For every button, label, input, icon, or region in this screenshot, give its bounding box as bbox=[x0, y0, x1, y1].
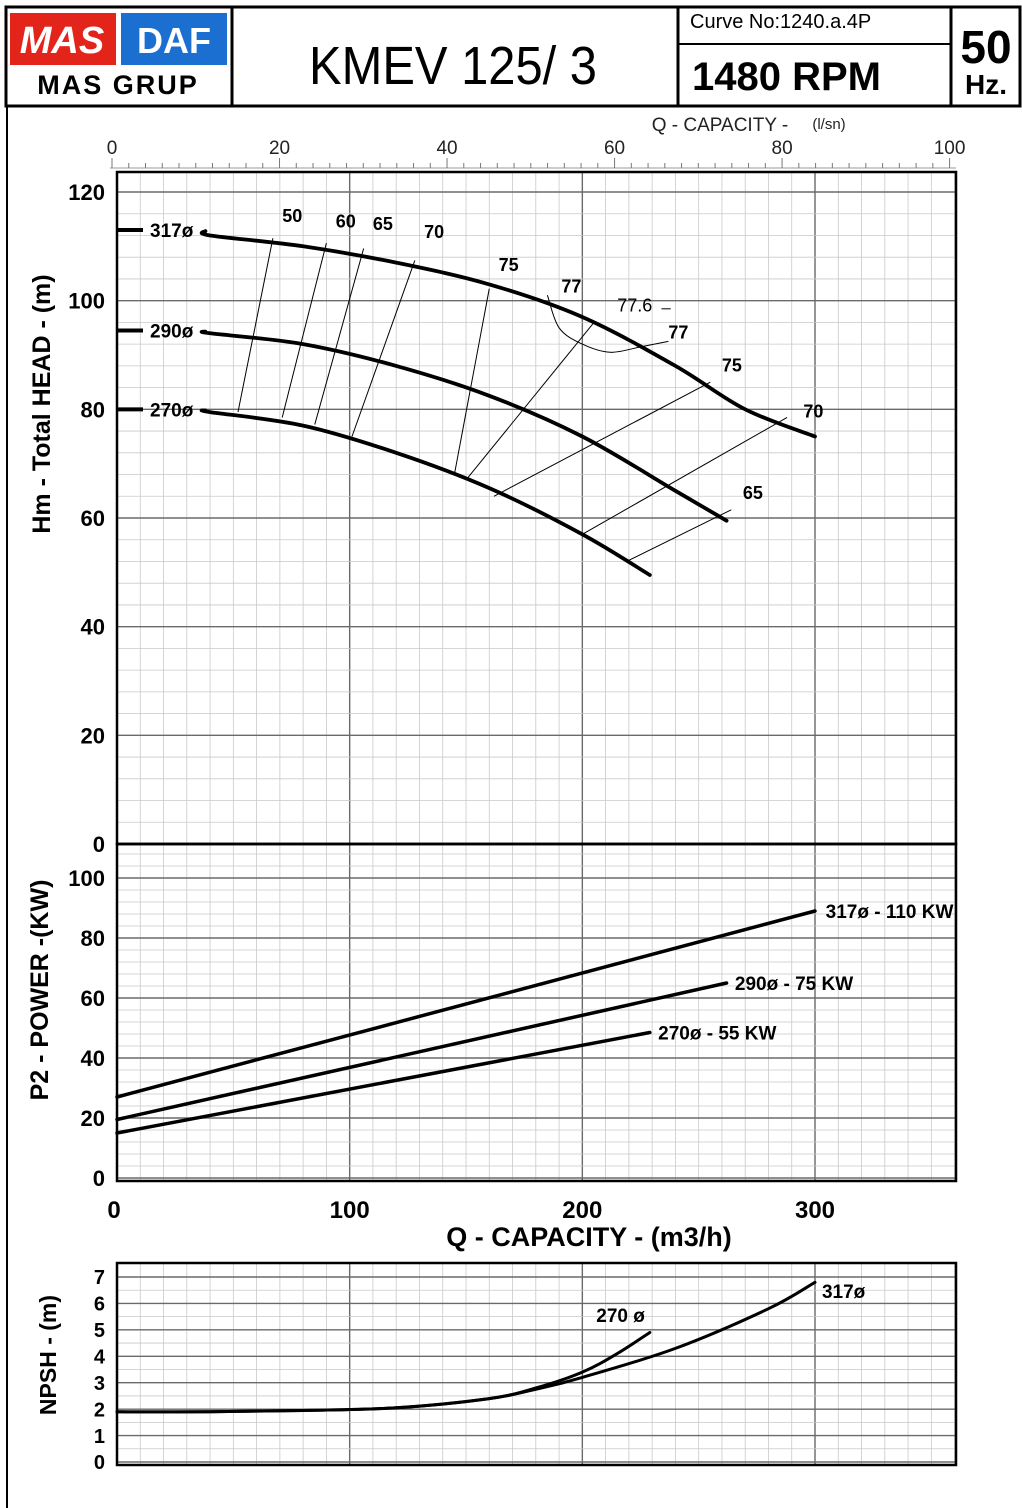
npsh-curve-label: 317ø bbox=[822, 1282, 866, 1303]
npsh-y-tick-label: 6 bbox=[94, 1294, 105, 1316]
efficiency-label: 65 bbox=[743, 483, 763, 503]
efficiency-peak-curve bbox=[546, 295, 669, 353]
efficiency-iso-line bbox=[582, 417, 788, 535]
power-y-tick-label: 100 bbox=[68, 866, 105, 891]
head-curve-label: 270ø bbox=[150, 400, 194, 421]
power-line-270 bbox=[115, 1030, 652, 1135]
top-axis-tick-label: 20 bbox=[269, 138, 290, 159]
efficiency-label: 75 bbox=[499, 255, 519, 275]
logo-blue-block bbox=[121, 13, 227, 65]
x-axis-title: Q - CAPACITY - (m3/h) bbox=[446, 1222, 732, 1252]
power-y-tick-label: 0 bbox=[93, 1166, 105, 1191]
logo-mas-text: MAS bbox=[20, 20, 104, 62]
head-y-tick-label: 120 bbox=[68, 180, 105, 205]
head-plot-frame bbox=[115, 170, 958, 846]
npsh-y-tick-label: 1 bbox=[94, 1426, 105, 1448]
efficiency-iso-line bbox=[465, 322, 595, 481]
curve-number: Curve No:1240.a.4P bbox=[690, 11, 871, 33]
power-line-label: 317ø - 110 KW bbox=[826, 902, 954, 923]
efficiency-label: 65 bbox=[373, 214, 393, 234]
npsh-y-tick-label: 5 bbox=[94, 1320, 105, 1342]
efficiency-iso-line bbox=[453, 288, 490, 475]
efficiency-label: 77.6 bbox=[617, 296, 652, 316]
power-line-label: 270ø - 55 KW bbox=[658, 1024, 776, 1045]
efficiency-label: 70 bbox=[803, 401, 823, 421]
head-y-tick-label: 40 bbox=[81, 615, 105, 640]
power-y-tick-label: 60 bbox=[81, 986, 105, 1011]
npsh-y-axis-title: NPSH - (m) bbox=[35, 1295, 61, 1415]
efficiency-iso-line bbox=[493, 381, 711, 497]
head-curve-290 bbox=[199, 329, 729, 523]
top-axis-tick-label: 80 bbox=[772, 138, 793, 159]
x-tick-label: 0 bbox=[107, 1197, 120, 1224]
logo-daf-text: DAF bbox=[137, 20, 211, 61]
npsh-y-tick-label: 2 bbox=[94, 1399, 105, 1421]
head-y-tick-label: 20 bbox=[81, 723, 105, 748]
top-axis-tick-label: 40 bbox=[436, 138, 457, 159]
power-y-tick-label: 80 bbox=[81, 926, 105, 951]
efficiency-label: 75 bbox=[722, 355, 742, 375]
efficiency-iso-line bbox=[351, 260, 416, 437]
power-y-tick-label: 40 bbox=[81, 1046, 105, 1071]
x-tick-label: 100 bbox=[330, 1197, 370, 1224]
x-tick-label: 200 bbox=[562, 1197, 602, 1224]
top-axis-title: Q - CAPACITY - bbox=[652, 115, 789, 136]
npsh-y-tick-label: 4 bbox=[94, 1346, 106, 1368]
x-tick-label: 300 bbox=[795, 1197, 835, 1224]
frequency-unit: Hz. bbox=[965, 69, 1007, 100]
head-curve-270 bbox=[199, 408, 652, 577]
efficiency-label: 70 bbox=[424, 222, 444, 242]
top-axis-tick-label: 100 bbox=[934, 138, 966, 159]
power-line-317 bbox=[115, 909, 817, 1099]
power-line-label: 290ø - 75 KW bbox=[735, 974, 853, 995]
npsh-y-tick-label: 7 bbox=[94, 1267, 105, 1289]
efficiency-iso-line bbox=[237, 238, 274, 413]
efficiency-label: 50 bbox=[282, 206, 302, 226]
head-curve-label: 317ø bbox=[150, 221, 194, 242]
top-axis-tick-label: 60 bbox=[604, 138, 625, 159]
head-y-tick-label: 0 bbox=[93, 832, 105, 857]
head-curve-label: 290ø bbox=[150, 322, 194, 343]
power-plot-frame bbox=[115, 842, 958, 1183]
company-logo: MAS DAF MAS GRUP bbox=[10, 13, 227, 100]
head-y-tick-label: 80 bbox=[81, 397, 105, 422]
model-title: KMEV 125/ 3 bbox=[309, 36, 597, 96]
npsh-plot-frame bbox=[115, 1261, 958, 1467]
head-curve-317 bbox=[199, 229, 817, 439]
head-y-tick-label: 100 bbox=[68, 289, 105, 314]
npsh-curve-label: 270 ø bbox=[596, 1306, 645, 1327]
top-axis-tick-label: 0 bbox=[107, 138, 118, 159]
power-line-290 bbox=[115, 981, 729, 1122]
efficiency-iso-line bbox=[626, 509, 732, 562]
frequency-value: 50 bbox=[960, 21, 1011, 73]
efficiency-label: 77 bbox=[668, 323, 688, 343]
efficiency-label: 77 bbox=[561, 277, 581, 297]
efficiency-iso-line bbox=[314, 248, 365, 425]
power-y-tick-label: 20 bbox=[81, 1106, 105, 1131]
logo-red-block bbox=[10, 13, 116, 65]
head-y-tick-label: 60 bbox=[81, 506, 105, 531]
npsh-curve-270 bbox=[115, 1331, 652, 1414]
logo-subtitle: MAS GRUP bbox=[37, 70, 199, 100]
npsh-y-tick-label: 3 bbox=[94, 1373, 105, 1395]
rpm-label: 1480 RPM bbox=[692, 55, 881, 99]
efficiency-iso-line bbox=[281, 242, 327, 418]
power-y-axis-title: P2 - POWER -(KW) bbox=[26, 880, 54, 1101]
head-y-axis-title: Hm - Total HEAD - (m) bbox=[28, 274, 56, 533]
efficiency-label: 60 bbox=[336, 211, 356, 231]
top-axis-unit: (l/sn) bbox=[812, 116, 845, 133]
npsh-y-tick-label: 0 bbox=[94, 1452, 105, 1474]
